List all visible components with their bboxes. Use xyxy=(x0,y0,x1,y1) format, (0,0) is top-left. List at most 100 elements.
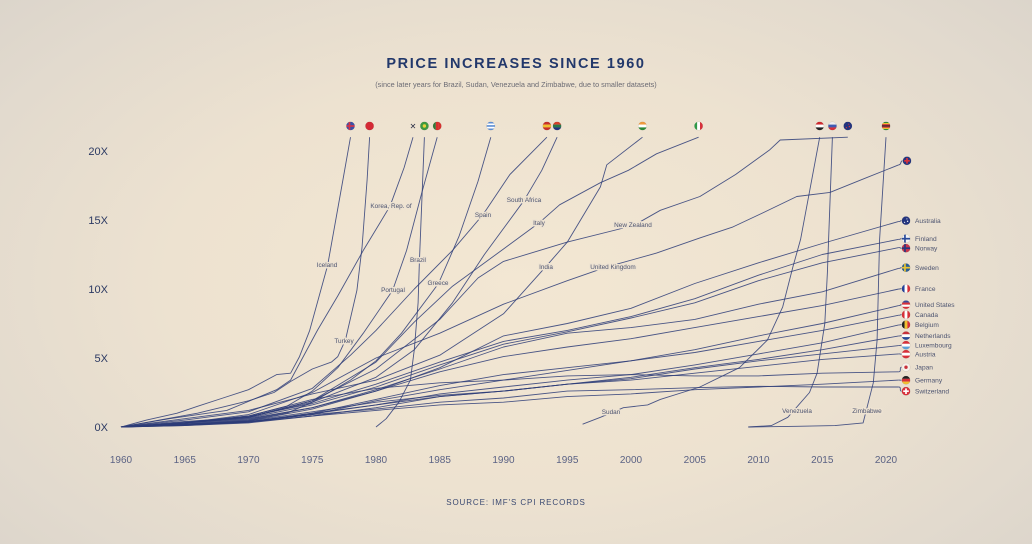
legend-label-germany: Germany xyxy=(915,378,943,385)
legend-label-belgium: Belgium xyxy=(915,322,939,329)
x-tick-label: 1970 xyxy=(237,455,260,466)
y-tick-label: 0X xyxy=(95,422,109,434)
austria-flag-icon xyxy=(901,349,911,359)
sudan-flag-icon xyxy=(815,121,825,131)
series-line-korea-rep-of xyxy=(120,137,414,428)
x-tick-label: 1995 xyxy=(556,455,579,466)
legend-label-luxembourg: Luxembourg xyxy=(915,343,952,350)
chart-title: PRICE INCREASES SINCE 1960 xyxy=(386,56,646,72)
legend-label-france: France xyxy=(915,286,936,293)
leader-line-sweden xyxy=(898,267,902,269)
united-kingdom-flag-icon xyxy=(902,156,912,166)
y-tick-label: 15X xyxy=(88,215,108,227)
series-line-turkey xyxy=(120,137,371,428)
series-line-greece xyxy=(120,137,492,428)
series-label-new-zealand: New Zealand xyxy=(614,222,652,229)
series-label-italy: Italy xyxy=(533,220,546,227)
leader-line-japan xyxy=(898,366,902,373)
x-tick-label: 1960 xyxy=(110,455,133,466)
x-tick-label: 2010 xyxy=(747,455,770,466)
norway-flag-icon xyxy=(901,243,911,253)
canada-flag-icon xyxy=(901,310,911,320)
new-zealand-flag-icon xyxy=(843,121,853,131)
france-flag-icon xyxy=(901,284,911,294)
japan-flag-icon xyxy=(901,362,911,372)
series-label-spain: Spain xyxy=(475,212,492,219)
series-label-india: India xyxy=(539,264,553,271)
x-tick-label: 1975 xyxy=(301,455,324,466)
italy-flag-icon xyxy=(694,121,703,131)
series-line-india xyxy=(120,136,643,428)
greece-flag-icon xyxy=(486,121,496,131)
x-tick-label: 1980 xyxy=(365,455,388,466)
inline-labels: Iceland Turkey Korea, Rep. of Brazil Por… xyxy=(315,196,883,418)
venezuela-flag-icon xyxy=(828,121,837,131)
series-line-iceland xyxy=(120,137,351,428)
legend-label-switzerland: Switzerland xyxy=(915,389,949,396)
x-tick-label: 2005 xyxy=(684,455,707,466)
series-label-greece: Greece xyxy=(428,280,449,287)
series-line-italy xyxy=(120,136,699,428)
zimbabwe-flag-icon xyxy=(881,121,891,131)
brazil-flag-icon xyxy=(419,121,429,131)
svg-text:✕: ✕ xyxy=(410,122,417,131)
series-label-turkey: Turkey xyxy=(334,338,354,345)
leader-line-united-kingdom xyxy=(898,160,903,166)
source-note: SOURCE: IMF'S CPI RECORDS xyxy=(446,498,586,507)
x-tick-label: 2015 xyxy=(811,455,834,466)
x-tick-label: 1965 xyxy=(174,455,197,466)
finland-flag-icon xyxy=(901,234,911,244)
series-label-zimbabwe: Zimbabwe xyxy=(852,408,882,415)
series-label-iceland: Iceland xyxy=(317,262,338,269)
series-label-united-kingdom: United Kingdom xyxy=(590,264,635,271)
x-axis: 1960 1965 1970 1975 1980 1985 1990 1995 … xyxy=(110,455,898,466)
leader-line-australia xyxy=(898,220,902,222)
iceland-flag-icon xyxy=(346,121,355,131)
flag-icons: ✕ xyxy=(346,121,912,396)
x-tick-label: 1990 xyxy=(492,455,515,466)
right-legend: Australia Finland Norway Sweden France U… xyxy=(915,218,955,396)
series-label-korea: Korea, Rep. of xyxy=(370,203,411,210)
belgium-flag-icon xyxy=(901,320,911,330)
series-line-zimbabwe xyxy=(748,137,887,428)
series-line-south-africa xyxy=(120,137,558,428)
leader-line-switzerland xyxy=(898,386,902,392)
luxembourg-flag-icon xyxy=(901,340,911,350)
x-tick-label: 1985 xyxy=(429,455,452,466)
legend-label-japan: Japan xyxy=(915,365,933,372)
series-line-australia xyxy=(120,220,899,428)
india-flag-icon xyxy=(638,121,647,131)
portugal-flag-icon xyxy=(432,121,442,131)
chart-subtitle: (since later years for Brazil, Sudan, Ve… xyxy=(375,80,657,89)
switzerland-flag-icon xyxy=(901,386,911,396)
australia-flag-icon xyxy=(901,216,911,226)
series-label-south-africa: South Africa xyxy=(507,197,542,204)
series-line-sudan xyxy=(582,137,821,425)
legend-label-australia: Australia xyxy=(915,218,941,225)
germany-flag-icon xyxy=(901,375,911,385)
series-label-venezuela: Venezuela xyxy=(782,408,812,415)
series-line-germany xyxy=(120,379,899,428)
legend-label-united-states: United States xyxy=(915,302,955,309)
series-label-brazil: Brazil xyxy=(410,257,426,264)
legend-label-netherlands: Netherlands xyxy=(915,333,951,340)
y-tick-label: 20X xyxy=(88,146,108,158)
series-line-new-zealand xyxy=(120,136,848,428)
leader-line-norway xyxy=(898,247,902,249)
united-states-flag-icon xyxy=(901,300,911,310)
series-line-switzerland xyxy=(120,385,899,428)
x-tick-label: 2000 xyxy=(620,455,643,466)
legend-label-norway: Norway xyxy=(915,246,938,253)
series-label-portugal: Portugal xyxy=(381,287,405,294)
series-line-sweden xyxy=(120,267,899,428)
series-line-japan xyxy=(120,371,899,428)
korea-rep-of-flag-icon: ✕ xyxy=(410,122,417,131)
leader-line-finland xyxy=(898,238,902,240)
series-line-venezuela xyxy=(748,137,833,428)
legend-label-austria: Austria xyxy=(915,352,936,359)
legend-label-sweden: Sweden xyxy=(915,265,939,272)
y-tick-label: 5X xyxy=(95,353,109,365)
south-africa-flag-icon xyxy=(552,121,562,131)
sweden-flag-icon xyxy=(901,263,911,273)
